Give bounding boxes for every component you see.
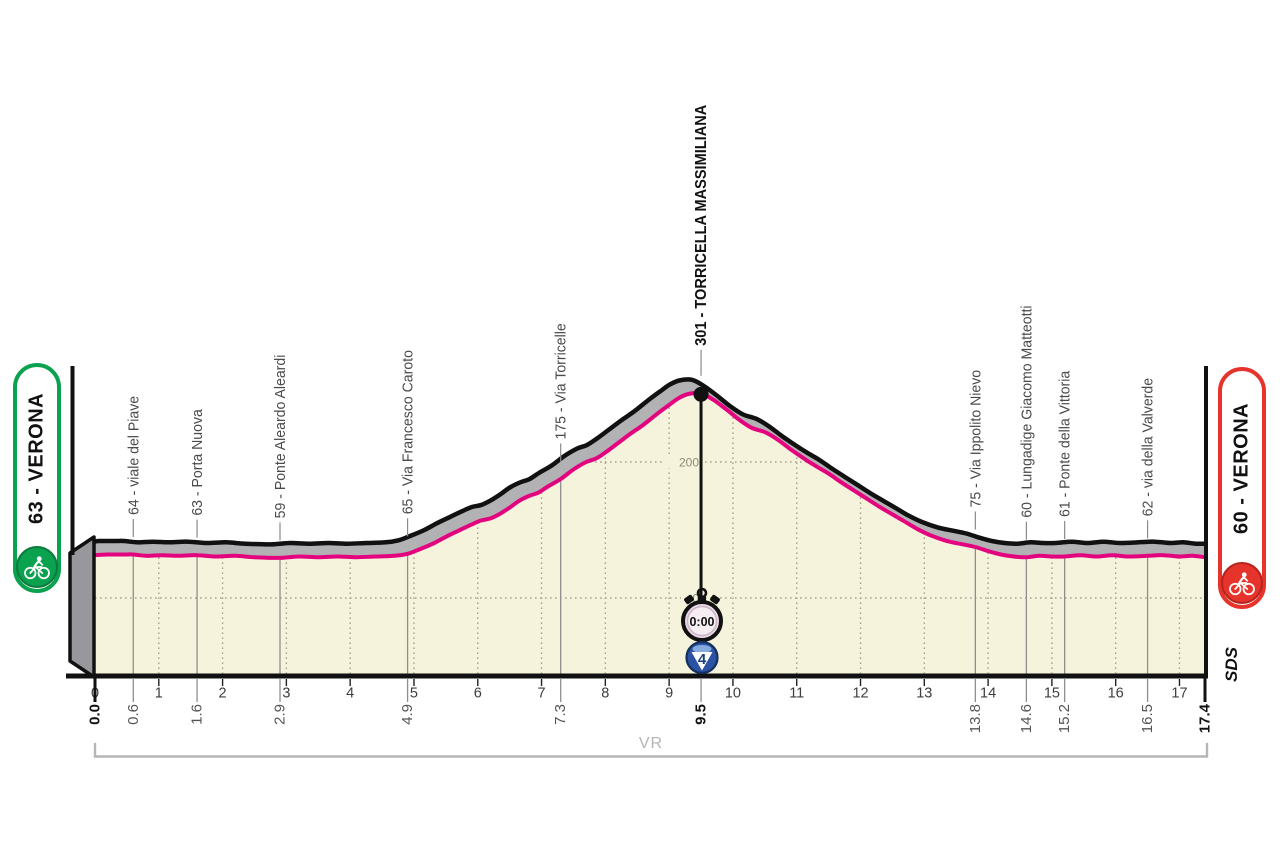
start-banner-label: 63 - VERONA bbox=[25, 392, 48, 524]
svg-text:60 - Lungadige Giacomo Matteot: 60 - Lungadige Giacomo Matteotti bbox=[1019, 305, 1035, 517]
svg-text:1: 1 bbox=[155, 686, 163, 702]
svg-text:15: 15 bbox=[1044, 686, 1060, 702]
svg-text:13: 13 bbox=[916, 686, 932, 702]
svg-text:9.5: 9.5 bbox=[693, 704, 710, 725]
svg-text:13.8: 13.8 bbox=[967, 704, 984, 733]
svg-text:64 - viale del Piave: 64 - viale del Piave bbox=[126, 396, 142, 515]
svg-text:75 - Via Ippolito Nievo: 75 - Via Ippolito Nievo bbox=[968, 370, 984, 508]
svg-text:200: 200 bbox=[679, 456, 699, 470]
svg-text:2: 2 bbox=[219, 686, 227, 702]
category-number: 4 bbox=[698, 651, 707, 668]
svg-text:14.6: 14.6 bbox=[1018, 704, 1035, 733]
svg-text:10: 10 bbox=[725, 686, 741, 702]
svg-text:2.9: 2.9 bbox=[272, 704, 289, 725]
svg-text:8: 8 bbox=[601, 686, 609, 702]
svg-text:17: 17 bbox=[1171, 686, 1187, 702]
svg-text:59 - Ponte Aleardo Aleardi: 59 - Ponte Aleardo Aleardi bbox=[273, 355, 289, 519]
finish-cyclist-icon bbox=[1221, 562, 1263, 604]
svg-text:0.6: 0.6 bbox=[125, 704, 142, 725]
svg-text:61 - Ponte della Vittoria: 61 - Ponte della Vittoria bbox=[1057, 370, 1073, 517]
svg-text:7: 7 bbox=[538, 686, 546, 702]
stopwatch-icon: 0:00 bbox=[681, 587, 723, 642]
stopwatch-time: 0:00 bbox=[689, 615, 714, 629]
svg-text:16: 16 bbox=[1108, 686, 1124, 702]
svg-text:7.3: 7.3 bbox=[552, 704, 569, 725]
svg-text:63 - Porta Nuova: 63 - Porta Nuova bbox=[190, 408, 206, 515]
svg-text:12: 12 bbox=[852, 686, 868, 702]
svg-text:3: 3 bbox=[282, 686, 290, 702]
svg-text:6: 6 bbox=[474, 686, 482, 702]
svg-text:0.0: 0.0 bbox=[87, 704, 104, 725]
svg-text:62 - via della Valverde: 62 - via della Valverde bbox=[1140, 378, 1156, 516]
finish-banner: 60 - VERONA bbox=[1218, 367, 1266, 609]
svg-text:14: 14 bbox=[980, 686, 996, 702]
svg-text:0: 0 bbox=[692, 592, 699, 606]
finish-banner-label: 60 - VERONA bbox=[1230, 402, 1253, 534]
svg-text:65 - Via Francesco Caroto: 65 - Via Francesco Caroto bbox=[400, 350, 416, 514]
svg-text:301 - TORRICELLA MASSIMILIANA: 301 - TORRICELLA MASSIMILIANA bbox=[693, 105, 711, 346]
svg-text:1.6: 1.6 bbox=[189, 704, 206, 725]
svg-text:175 - Via Torricelle: 175 - Via Torricelle bbox=[553, 323, 569, 439]
start-banner: 63 - VERONA bbox=[13, 363, 61, 593]
svg-text:11: 11 bbox=[789, 686, 804, 702]
svg-text:9: 9 bbox=[665, 686, 673, 702]
category-badge: 4 bbox=[685, 640, 719, 675]
svg-text:4: 4 bbox=[346, 686, 354, 702]
svg-text:16.5: 16.5 bbox=[1139, 704, 1156, 733]
province-label: VR bbox=[638, 735, 664, 752]
svg-text:17.4: 17.4 bbox=[1197, 703, 1214, 733]
start-cyclist-icon bbox=[16, 546, 58, 588]
sds-brand-mark: SDS bbox=[1222, 647, 1241, 682]
svg-text:15.2: 15.2 bbox=[1056, 704, 1073, 733]
svg-text:4.9: 4.9 bbox=[399, 704, 416, 725]
svg-text:5: 5 bbox=[410, 686, 418, 702]
